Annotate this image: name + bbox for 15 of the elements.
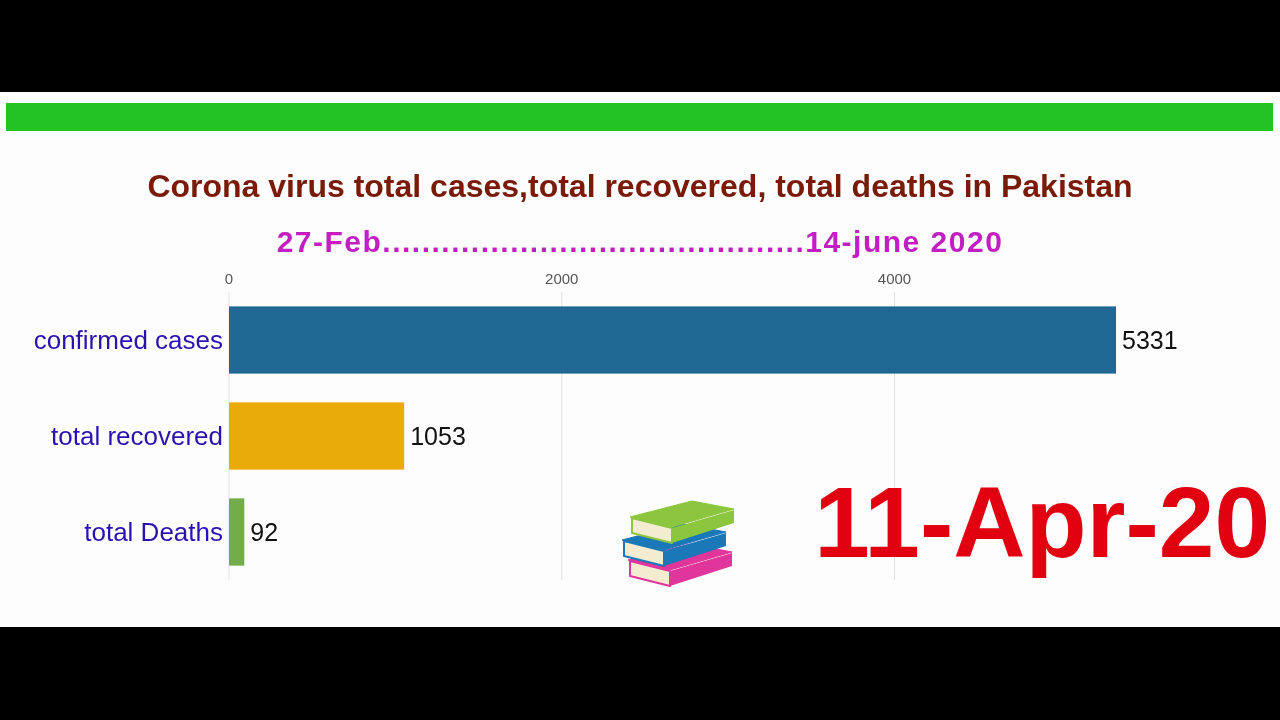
y-tick-label: confirmed cases [33, 325, 223, 355]
data-label: 5331 [1122, 326, 1178, 354]
annotation: 11-Apr-20 [814, 466, 1270, 578]
data-label: 1053 [410, 422, 466, 450]
chart-title: Corona virus total cases,total recovered, total deaths in Pakistan [147, 168, 1133, 204]
x-tick-label: 4000 [877, 270, 912, 287]
x-tick-label: 2000 [545, 270, 579, 287]
chart-subtitle: 27-Feb...........................................14-june 2020 [276, 225, 1004, 258]
bar [229, 306, 1116, 374]
bar [229, 498, 245, 566]
y-tick-label: total Deaths [84, 517, 223, 547]
bar [229, 402, 405, 470]
y-tick-label: total recovered [51, 421, 223, 451]
x-tick-label: 0 [224, 270, 234, 287]
data-label: 92 [250, 518, 279, 546]
